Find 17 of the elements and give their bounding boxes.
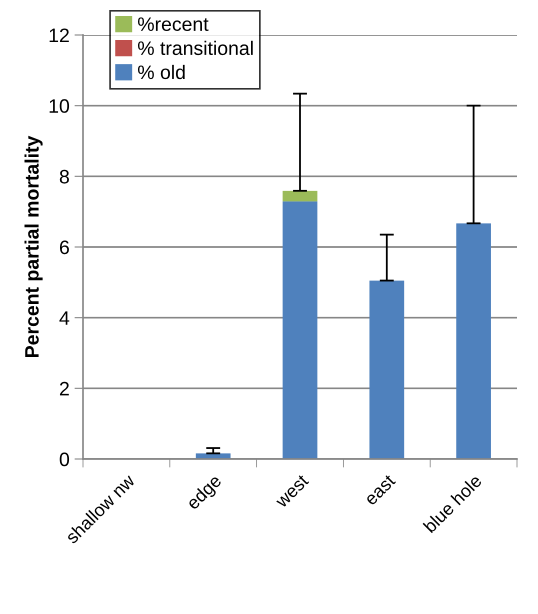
legend-label: %recent [138,17,208,32]
x-tick-label: east [364,474,396,506]
bar [456,223,491,459]
y-tick-label: 0 [60,452,70,466]
legend-label: % transitional [138,40,253,56]
y-tick-label: 8 [60,170,69,184]
y-axis-title: Percent partial mortality [24,136,43,357]
x-tick-label: blue hole [422,473,482,534]
y-tick-label: 2 [60,382,69,396]
y-tick-label: 12 [50,28,69,42]
bar [369,280,404,459]
y-tick-label: 10 [50,99,70,113]
y-tick-label: 4 [59,311,70,325]
legend-label: % old [138,64,185,80]
y-tick-label: 6 [60,240,69,254]
bar [282,201,318,459]
bar [282,190,318,202]
